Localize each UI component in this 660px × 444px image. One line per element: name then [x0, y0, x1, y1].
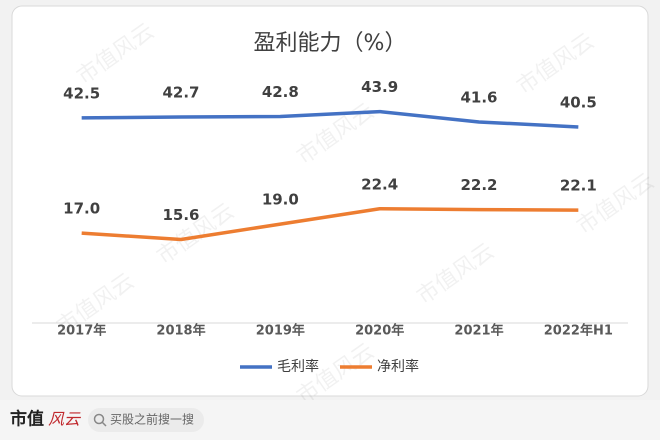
data-label: 42.7	[162, 83, 199, 101]
x-tick-label: 2017年	[57, 323, 106, 339]
data-label: 40.5	[560, 93, 597, 111]
data-label: 19.0	[262, 191, 299, 209]
data-label: 22.2	[460, 176, 497, 194]
data-label: 22.1	[560, 177, 597, 195]
data-label: 42.8	[262, 83, 299, 101]
brand-main: 市值	[10, 409, 44, 430]
data-label: 41.6	[460, 88, 497, 106]
data-label: 22.4	[361, 175, 398, 193]
data-label: 42.5	[63, 84, 100, 102]
legend-label: 毛利率	[277, 358, 319, 375]
chart-frame	[11, 5, 649, 397]
search-box[interactable]	[88, 408, 204, 432]
chart-title: 盈利能力（%）	[254, 31, 407, 56]
search-text[interactable]: 买股之前搜一搜	[110, 412, 194, 427]
data-label: 15.6	[162, 206, 199, 224]
data-label: 17.0	[63, 200, 100, 218]
x-tick-label: 2021年	[454, 323, 503, 339]
x-tick-label: 2018年	[156, 323, 205, 339]
search-icon	[93, 413, 105, 425]
data-label: 43.9	[361, 78, 398, 96]
legend-label: 净利率	[377, 358, 419, 375]
series-line	[81, 207, 579, 242]
series-line	[81, 109, 579, 129]
x-tick-label: 2019年	[256, 323, 305, 339]
brand-logo: 风云	[48, 410, 82, 429]
search-icon	[101, 421, 107, 427]
x-tick-label: 2022年H1	[544, 323, 613, 339]
x-tick-label: 2020年	[355, 323, 404, 339]
